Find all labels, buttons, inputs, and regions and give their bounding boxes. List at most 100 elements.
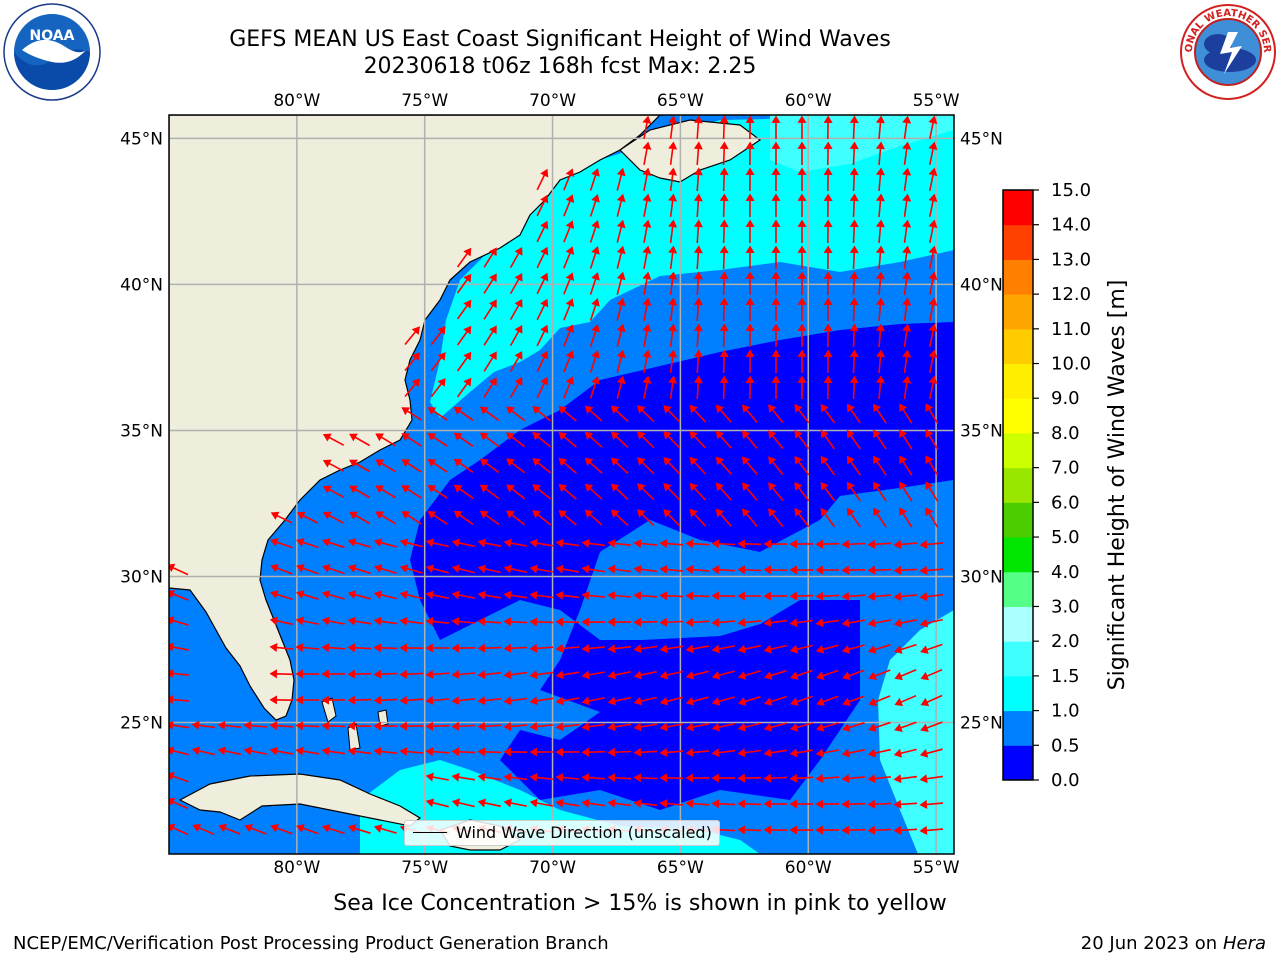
wind-arrow <box>841 774 865 783</box>
wind-arrow <box>920 643 943 654</box>
lat-tick-label-right: 45°N <box>960 129 1003 149</box>
wind-arrow <box>269 721 294 731</box>
wind-arrow <box>477 617 502 627</box>
wind-arrow <box>745 167 755 192</box>
wind-arrow <box>270 563 293 575</box>
wind-arrow <box>875 271 885 296</box>
wind-arrow <box>875 141 885 166</box>
wind-arrow <box>849 375 859 400</box>
colorbar-segment <box>1003 259 1033 295</box>
wind-arrow <box>815 591 840 601</box>
wave-zone-lightcyan-north <box>770 115 954 172</box>
wind-arrow <box>532 432 552 448</box>
wind-arrow <box>509 325 523 346</box>
wind-arrow <box>763 773 788 783</box>
wind-arrow <box>616 245 626 269</box>
wind-arrow <box>763 695 787 706</box>
wind-arrow <box>711 799 736 809</box>
wind-arrow <box>373 616 398 626</box>
wind-arrow <box>771 349 781 373</box>
wind-arrow <box>875 349 885 374</box>
wind-arrow <box>925 507 939 528</box>
wind-arrow <box>693 141 703 166</box>
wind-arrow <box>768 482 784 502</box>
wind-arrow <box>555 617 580 627</box>
wind-arrow <box>532 510 552 526</box>
wind-arrow <box>842 695 865 707</box>
wind-arrow <box>558 483 577 500</box>
wind-arrow <box>764 669 787 680</box>
wind-arrow <box>920 694 943 707</box>
wind-arrow <box>642 219 652 243</box>
wind-arrow <box>763 644 787 654</box>
wind-arrow <box>849 167 859 192</box>
wind-arrow <box>919 618 943 628</box>
wind-arrow <box>902 193 912 218</box>
wind-arrow <box>503 798 527 808</box>
wind-arrow <box>693 349 703 374</box>
wind-arrow <box>563 324 575 347</box>
wind-arrow <box>616 323 626 347</box>
wind-arrow <box>820 403 836 424</box>
wind-arrow <box>763 825 788 835</box>
wind-arrow <box>584 483 603 500</box>
noaa-logo-text: NOAA <box>30 28 75 44</box>
footer-date-text: 20 Jun 2023 on <box>1080 933 1218 954</box>
wind-arrow <box>928 167 938 191</box>
wind-arrow <box>789 748 813 758</box>
wind-arrow <box>685 773 710 783</box>
wind-arrow <box>763 591 788 601</box>
wind-arrow <box>867 748 891 758</box>
wind-arrow <box>322 485 345 498</box>
wind-arrow <box>321 746 346 756</box>
wind-arrow <box>719 141 729 166</box>
wind-arrow <box>668 115 678 140</box>
wind-arrow <box>243 721 268 730</box>
wind-arrow <box>797 115 807 139</box>
wind-arrow <box>719 245 729 270</box>
footer-date: 20 Jun 2023 on Hera <box>1081 933 1266 954</box>
wind-arrow <box>642 115 652 139</box>
wind-arrow <box>269 669 294 679</box>
wind-arrow <box>532 458 552 474</box>
wind-arrow <box>479 458 500 474</box>
legend-line-icon <box>413 832 447 833</box>
wind-arrow <box>711 565 736 575</box>
colorbar-segment <box>1003 675 1033 712</box>
wind-arrow <box>823 167 833 192</box>
wind-arrow <box>763 748 788 758</box>
wind-arrow <box>823 297 833 322</box>
wind-arrow <box>401 485 422 499</box>
wind-arrow <box>477 772 502 782</box>
wind-arrow <box>868 644 891 654</box>
wind-arrow <box>456 325 472 346</box>
wind-arrow <box>529 696 554 706</box>
wind-arrow <box>404 326 420 346</box>
wind-arrow <box>349 511 370 525</box>
wind-arrow <box>693 375 703 400</box>
wind-arrow <box>902 271 912 296</box>
lon-tick-label-bottom: 65°W <box>657 858 704 878</box>
wind-arrow <box>820 481 836 502</box>
wind-arrow <box>902 375 912 400</box>
wind-arrow <box>399 747 424 756</box>
wind-arrow <box>928 193 938 217</box>
wind-arrow <box>875 323 885 348</box>
wind-arrow <box>555 722 579 732</box>
wind-arrow <box>797 349 807 373</box>
colorbar-tick-label: 12.0 <box>1051 284 1091 305</box>
wind-arrow <box>589 219 600 243</box>
wind-arrow <box>711 617 736 627</box>
wind-arrow <box>771 115 781 139</box>
wind-arrow <box>347 721 372 731</box>
wind-arrow <box>584 509 603 526</box>
wind-arrow <box>427 433 448 447</box>
wind-arrow <box>269 642 293 652</box>
wind-arrow <box>321 616 345 626</box>
wind-arrow <box>477 798 501 808</box>
wind-arrow <box>589 297 600 321</box>
wind-arrow <box>711 539 736 549</box>
wind-arrow <box>483 351 497 372</box>
wind-arrow <box>849 323 859 348</box>
